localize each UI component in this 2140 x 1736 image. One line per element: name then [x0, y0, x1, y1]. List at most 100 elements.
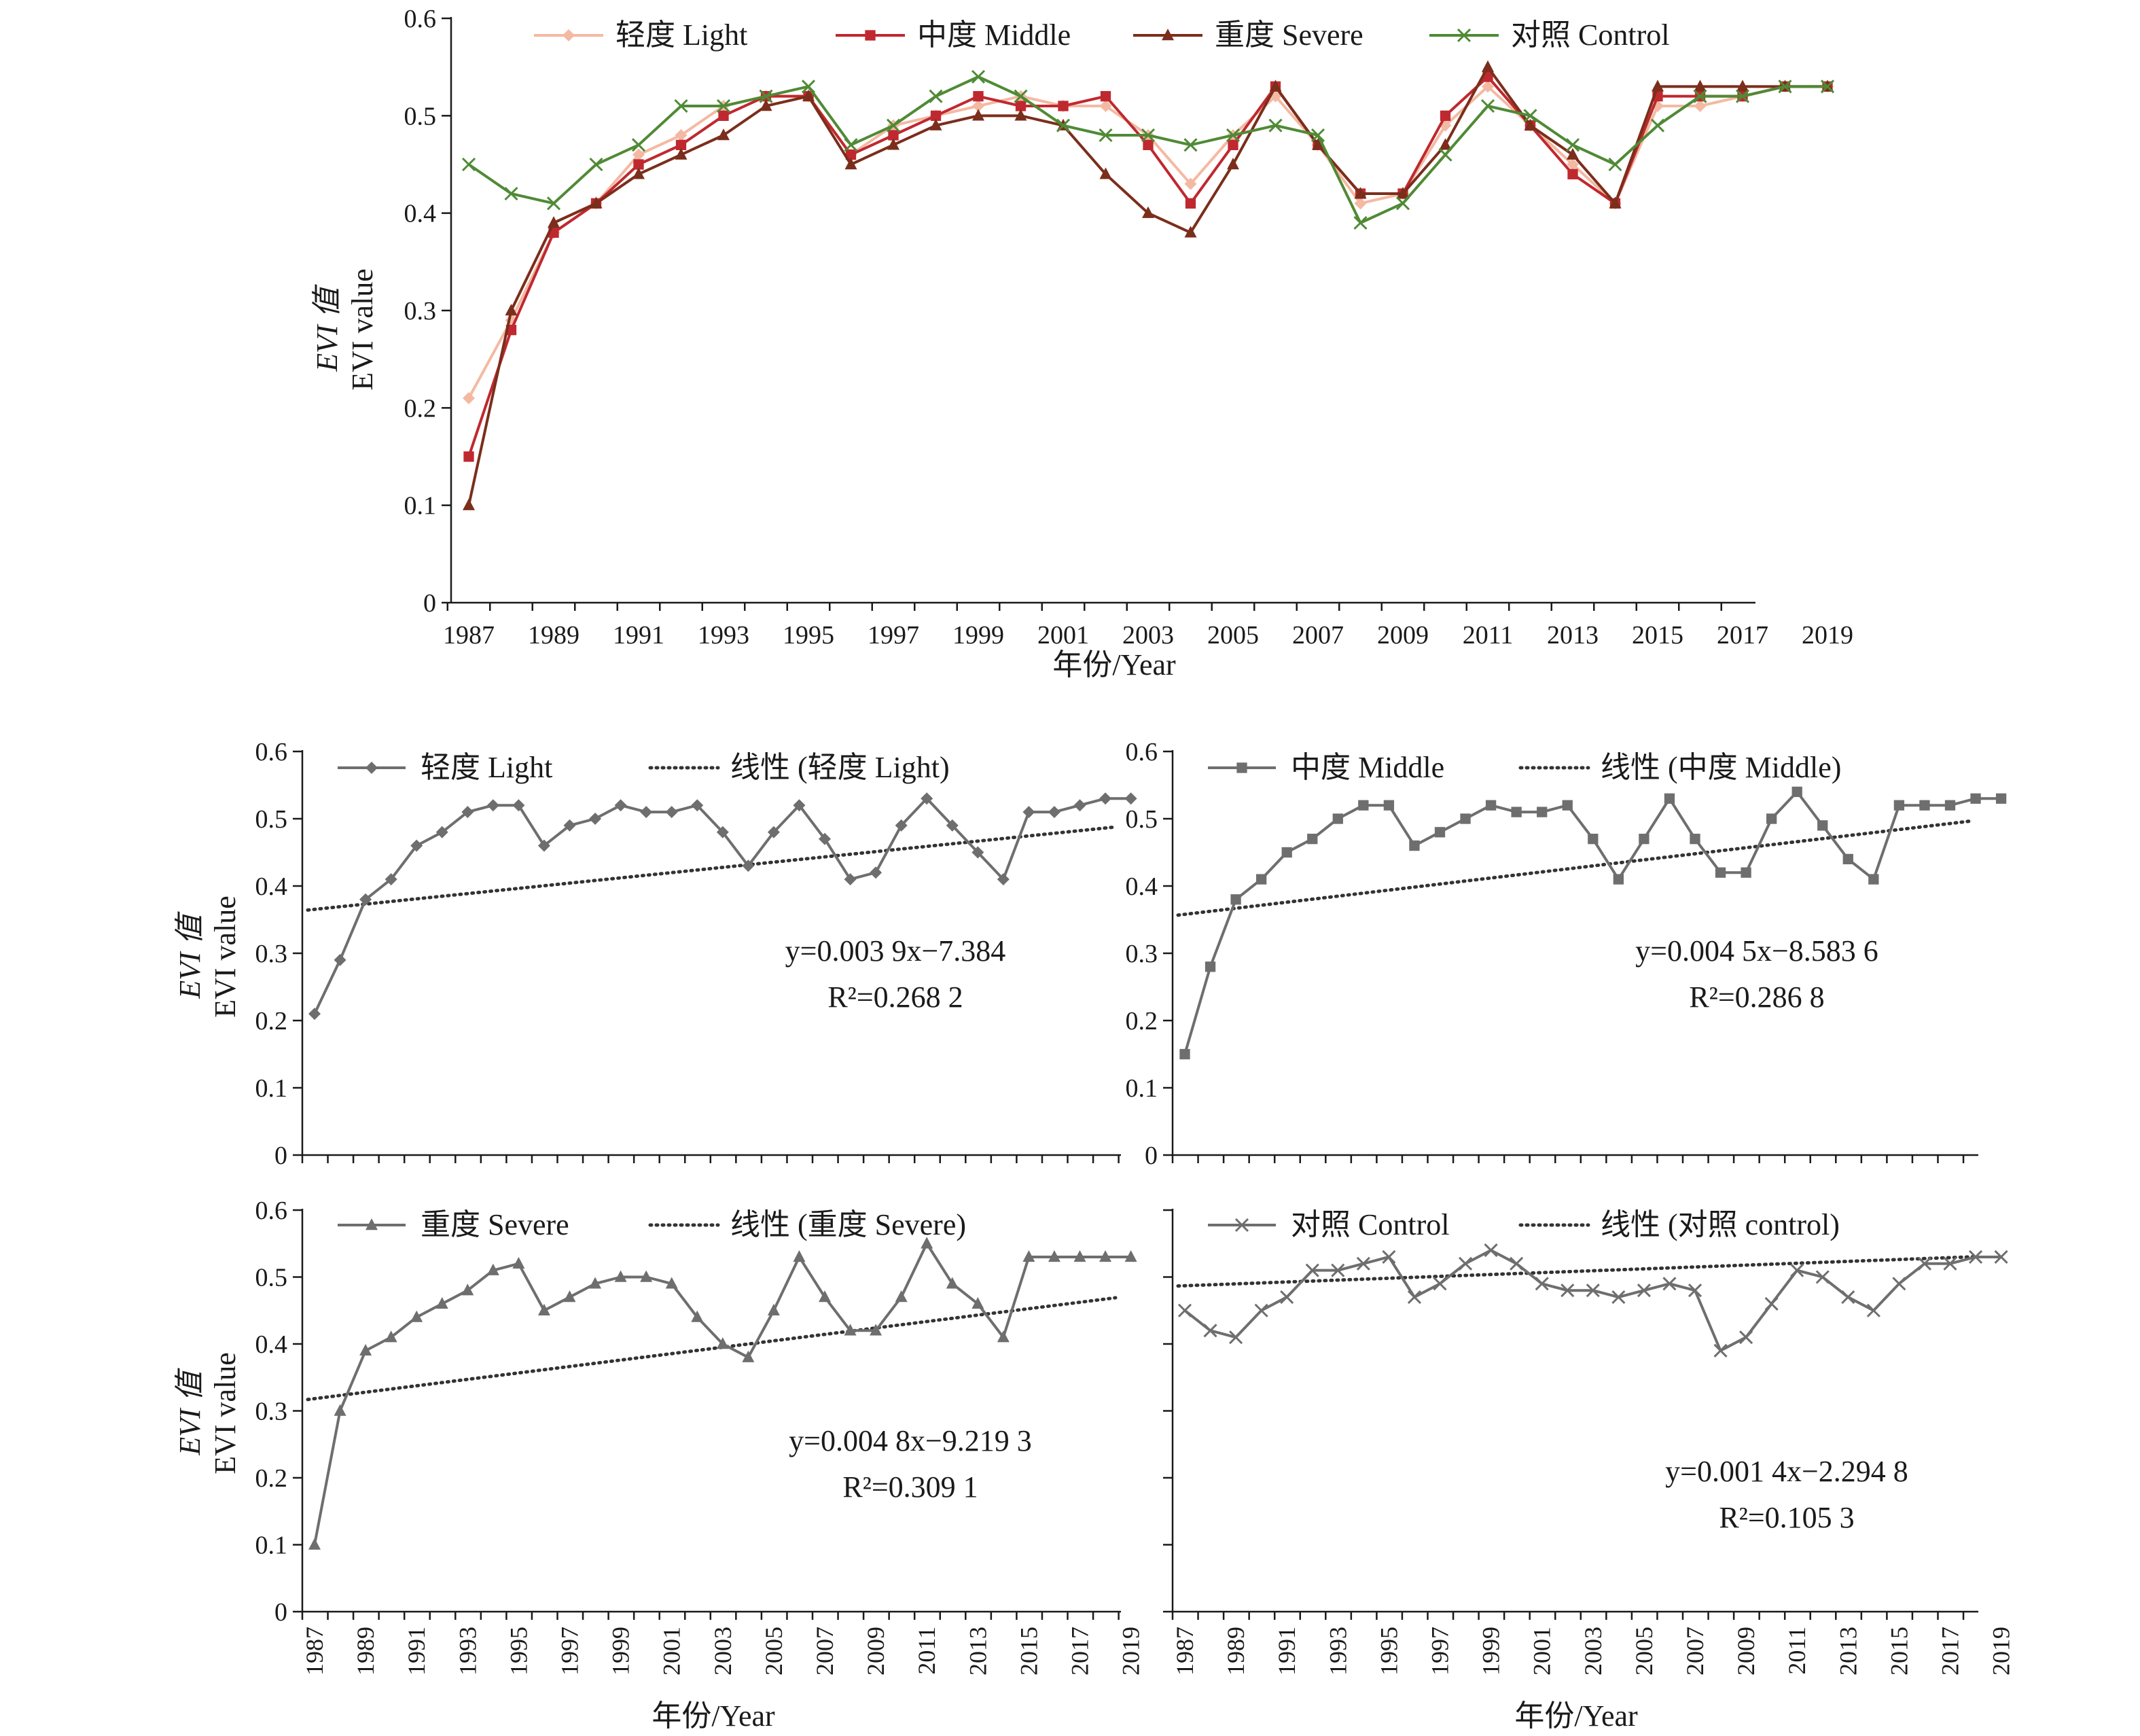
data-point-control	[1688, 1283, 1702, 1298]
data-point-control	[1268, 118, 1283, 132]
x-tick-label: 1991	[403, 1627, 430, 1676]
data-point-severe	[548, 216, 560, 228]
data-point-severe	[675, 147, 688, 160]
legend-label: 中度 Middle	[1291, 751, 1444, 784]
data-point-light	[1482, 80, 1494, 93]
x-tick-label: 1993	[698, 621, 749, 650]
x-tick-label: 2001	[1529, 1627, 1556, 1676]
data-point-light	[589, 813, 602, 825]
legend-marker-x-marker-icon-stroke-b	[1234, 1218, 1249, 1233]
data-point-middle	[1868, 874, 1879, 885]
x-tick-label: 2011	[1463, 621, 1514, 650]
x-tick-label: 2007	[1681, 1627, 1709, 1676]
data-point-severe	[1652, 79, 1664, 92]
panel-middle: 0 0.1 0.2 0.3 0.4 0.5 0.6 中度 Middle 线性 (中度 Middl…	[1126, 738, 2007, 1170]
data-point-control-stroke-b	[1662, 1277, 1677, 1291]
data-point-control-stroke-b	[1739, 1330, 1753, 1345]
data-point-control	[674, 99, 688, 113]
x-tick-label: 2017	[1067, 1627, 1094, 1676]
data-point-light	[971, 846, 984, 859]
legend-marker-triangle-marker-icon	[1162, 29, 1174, 41]
trend-line	[306, 1296, 1118, 1402]
data-point-middle	[1015, 101, 1027, 111]
x-tick-label: 2013	[1834, 1627, 1861, 1676]
data-point-control	[1484, 1243, 1498, 1258]
r-squared: R²=0.309 1	[842, 1470, 978, 1504]
legend-label: 轻度 Light	[421, 751, 552, 784]
data-point-severe	[1694, 79, 1707, 92]
trend-line	[1176, 819, 1975, 917]
data-point-control	[1943, 1256, 1957, 1271]
data-point-middle	[1995, 793, 2007, 804]
data-point-control-stroke-b	[674, 99, 688, 113]
data-point-severe	[435, 1297, 448, 1309]
data-point-light	[359, 893, 372, 906]
data-point-severe	[1524, 118, 1537, 130]
data-point-control-stroke-b	[1535, 1277, 1549, 1291]
data-point-middle	[1741, 867, 1751, 878]
data-point-light	[716, 826, 729, 838]
x-tick-label: 2005	[1207, 621, 1259, 650]
data-point-severe	[1227, 158, 1239, 170]
x-tick-label: 2019	[1802, 621, 1853, 650]
y-tick-label: 0.1	[404, 492, 437, 520]
data-point-control	[1917, 1256, 1932, 1271]
data-point-light	[1567, 158, 1579, 171]
data-point-control-stroke-b	[1141, 128, 1156, 143]
data-point-light	[767, 826, 780, 838]
data-point-control	[1510, 1256, 1524, 1271]
data-point-severe	[691, 1310, 704, 1322]
x-tick-label: 1989	[1222, 1627, 1249, 1676]
data-point-light	[308, 1008, 321, 1021]
x-tick-label: 1989	[352, 1627, 379, 1676]
regression-equation: y=0.001 4x−2.294 8	[1665, 1455, 1908, 1488]
data-point-control	[1141, 128, 1156, 143]
data-point-control-stroke-b	[1099, 128, 1113, 143]
x-tick-label: 1987	[443, 621, 495, 650]
data-point-middle	[1562, 800, 1573, 811]
y-tick-label: 0.6	[255, 738, 288, 766]
data-point-middle	[675, 139, 687, 150]
data-point-middle	[1143, 139, 1154, 150]
data-point-control-stroke-b	[1841, 1290, 1855, 1305]
data-point-control-stroke-b	[1229, 1330, 1243, 1345]
data-point-control-stroke-b	[1561, 1283, 1575, 1298]
data-point-middle	[1588, 834, 1599, 845]
data-point-control-stroke-b	[1203, 1324, 1217, 1338]
data-point-light	[537, 839, 550, 852]
data-point-middle	[1893, 800, 1905, 811]
data-point-severe	[385, 1330, 397, 1343]
data-point-light	[665, 806, 678, 819]
y-axis-title-cn: EVI 值	[310, 284, 344, 372]
data-point-severe	[1099, 1250, 1112, 1262]
data-point-middle	[1766, 813, 1777, 824]
data-point-control	[1662, 1277, 1677, 1291]
data-point-severe	[1482, 60, 1494, 72]
data-point-severe	[1439, 138, 1452, 150]
data-point-light	[1124, 792, 1137, 805]
legend-label: 重度 Severe	[421, 1208, 569, 1241]
data-point-control-stroke-b	[886, 118, 901, 132]
x-axis-title: 年份/Year	[1052, 648, 1176, 681]
x-tick-label: 1991	[613, 621, 664, 650]
y-tick-label: 0.5	[255, 1264, 288, 1292]
data-point-control	[1892, 1277, 1906, 1291]
data-point-control-stroke-b	[1280, 1290, 1294, 1305]
y-tick-label: 0.3	[255, 940, 288, 968]
legend-marker-x-marker-icon-stroke-b	[1457, 28, 1472, 43]
data-point-middle	[1537, 807, 1548, 817]
x-tick-label: 2003	[709, 1627, 736, 1676]
y-tick-label: 0	[1145, 1141, 1158, 1170]
data-point-light	[1073, 799, 1086, 812]
data-point-severe	[1397, 187, 1409, 199]
data-point-light	[946, 819, 959, 832]
data-point-control	[1650, 118, 1665, 132]
data-point-severe	[1048, 1250, 1060, 1262]
data-point-light	[675, 129, 688, 141]
data-point-severe	[1022, 1250, 1035, 1262]
data-point-control	[1353, 215, 1368, 230]
data-point-light	[632, 148, 645, 161]
data-point-severe	[1124, 1250, 1137, 1262]
data-point-severe	[590, 196, 603, 209]
series-line-severe	[313, 1242, 1131, 1545]
